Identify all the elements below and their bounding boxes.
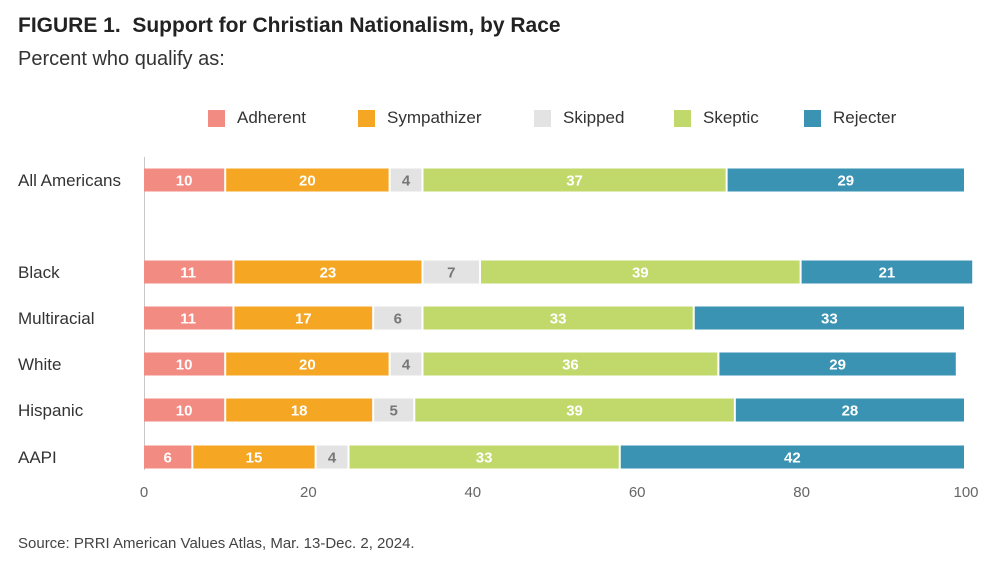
bar-skeptic-aapi [349, 445, 619, 469]
chart-subtitle: Percent who qualify as: [18, 48, 225, 70]
category-label-black: Black [18, 263, 60, 282]
data-label-sympathizer-all-americans: 20 [299, 173, 316, 190]
chart-title: FIGURE 1. Support for Christian National… [18, 14, 561, 37]
bar-skeptic-multiracial [423, 306, 693, 330]
bar-rejecter-hispanic [735, 398, 964, 422]
x-tick-label-40: 40 [464, 484, 481, 501]
legend-label-skipped: Skipped [563, 108, 625, 127]
data-label-sympathizer-black: 23 [320, 265, 337, 282]
bar-adherent-aapi [144, 445, 192, 469]
legend-label-skeptic: Skeptic [703, 108, 759, 127]
legend-label-rejecter: Rejecter [833, 108, 897, 127]
legend-label-adherent: Adherent [237, 108, 306, 127]
x-tick-label-20: 20 [300, 484, 317, 501]
bar-sympathizer-multiracial [234, 306, 373, 330]
bar-rejecter-aapi [620, 445, 964, 469]
legend: Adherent Sympathizer Skipped Skeptic Rej… [0, 108, 1000, 132]
category-label-all-americans: All Americans [18, 171, 121, 190]
data-label-skipped-white: 4 [402, 357, 411, 374]
data-label-sympathizer-white: 20 [299, 357, 316, 374]
x-tick-label-80: 80 [793, 484, 810, 501]
data-label-rejecter-multiracial: 33 [821, 311, 838, 328]
bar-rejecter-white [719, 352, 956, 376]
data-label-adherent-aapi: 6 [163, 450, 171, 467]
data-label-adherent-all-americans: 10 [176, 173, 193, 190]
data-label-rejecter-hispanic: 28 [842, 403, 859, 420]
data-label-rejecter-all-americans: 29 [837, 173, 854, 190]
category-label-aapi: AAPI [18, 448, 57, 467]
bar-skipped-multiracial [374, 306, 422, 330]
data-label-rejecter-black: 21 [879, 265, 896, 282]
bar-skeptic-hispanic [415, 398, 734, 422]
legend-swatch-adherent [208, 109, 225, 127]
category-label-white: White [18, 355, 61, 374]
legend-item-rejecter: Rejecter [804, 108, 896, 128]
bar-skeptic-black [481, 260, 800, 284]
data-label-skeptic-black: 39 [632, 265, 649, 282]
bar-skipped-white [390, 352, 422, 376]
legend-swatch-rejecter [804, 109, 821, 127]
x-tick-label-100: 100 [953, 484, 978, 501]
legend-item-adherent: Adherent [208, 108, 306, 128]
bar-sympathizer-hispanic [226, 398, 373, 422]
bar-skeptic-white [423, 352, 718, 376]
x-tick-label-0: 0 [140, 484, 148, 501]
bar-sympathizer-black [234, 260, 422, 284]
bar-adherent-all-americans [144, 168, 225, 192]
legend-item-skipped: Skipped [534, 108, 624, 128]
bar-rejecter-all-americans [727, 168, 964, 192]
source-note: Source: PRRI American Values Atlas, Mar.… [18, 535, 415, 552]
data-label-skeptic-hispanic: 39 [566, 403, 583, 420]
data-label-skeptic-multiracial: 33 [550, 311, 567, 328]
data-label-sympathizer-multiracial: 17 [295, 311, 312, 328]
bar-skipped-all-americans [390, 168, 422, 192]
bar-sympathizer-all-americans [226, 168, 389, 192]
legend-item-sympathizer: Sympathizer [358, 108, 481, 128]
bar-rejecter-multiracial [694, 306, 964, 330]
legend-item-skeptic: Skeptic [674, 108, 759, 128]
bar-adherent-multiracial [144, 306, 233, 330]
bar-adherent-black [144, 260, 233, 284]
bar-adherent-hispanic [144, 398, 225, 422]
data-label-rejecter-aapi: 42 [784, 450, 801, 467]
bar-skipped-hispanic [374, 398, 414, 422]
data-label-skeptic-aapi: 33 [476, 450, 493, 467]
data-label-skipped-black: 7 [447, 265, 455, 282]
data-label-skipped-all-americans: 4 [402, 173, 411, 190]
data-label-sympathizer-hispanic: 18 [291, 403, 308, 420]
category-label-hispanic: Hispanic [18, 401, 84, 420]
x-tick-label-60: 60 [629, 484, 646, 501]
data-label-skeptic-white: 36 [562, 357, 579, 374]
data-label-sympathizer-aapi: 15 [246, 450, 263, 467]
data-label-rejecter-white: 29 [829, 357, 846, 374]
legend-swatch-sympathizer [358, 109, 375, 127]
data-label-adherent-hispanic: 10 [176, 403, 193, 420]
category-label-multiracial: Multiracial [18, 309, 95, 328]
bar-adherent-white [144, 352, 225, 376]
legend-label-sympathizer: Sympathizer [387, 108, 482, 127]
data-label-skeptic-all-americans: 37 [566, 173, 583, 190]
data-label-adherent-white: 10 [176, 357, 193, 374]
data-label-skipped-multiracial: 6 [394, 311, 402, 328]
legend-swatch-skipped [534, 109, 551, 127]
bar-skipped-aapi [316, 445, 348, 469]
legend-swatch-skeptic [674, 109, 691, 127]
data-label-skipped-hispanic: 5 [390, 403, 398, 420]
bar-sympathizer-white [226, 352, 389, 376]
data-label-skipped-aapi: 4 [328, 450, 337, 467]
bar-sympathizer-aapi [193, 445, 315, 469]
data-label-adherent-black: 11 [180, 265, 196, 282]
bar-skipped-black [423, 260, 480, 284]
bar-rejecter-black [801, 260, 973, 284]
bar-skeptic-all-americans [423, 168, 726, 192]
data-label-adherent-multiracial: 11 [180, 311, 196, 328]
